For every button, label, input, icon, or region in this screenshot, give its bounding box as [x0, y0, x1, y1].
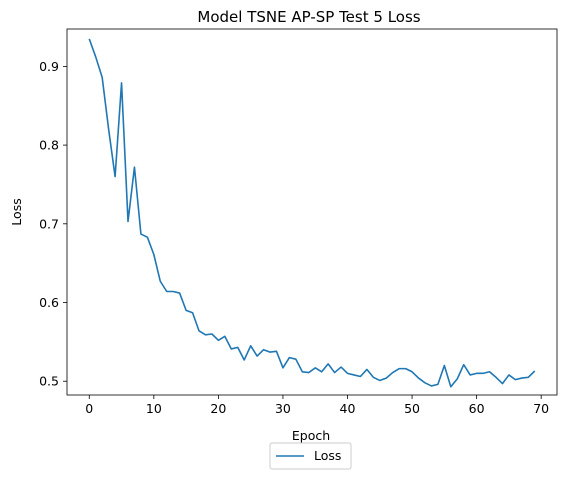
x-axis-ticks: 0 10 20 30 40 50 60 70	[85, 395, 549, 416]
x-tick-label: 0	[85, 401, 93, 416]
x-axis-label: Epoch	[292, 428, 330, 443]
y-tick-label: 0.6	[39, 295, 59, 310]
y-axis-ticks: 0.5 0.6 0.7 0.8 0.9	[39, 59, 67, 389]
x-tick-label: 60	[469, 401, 485, 416]
legend-label-loss: Loss	[314, 448, 341, 463]
y-tick-label: 0.9	[39, 59, 59, 74]
y-tick-label: 0.7	[39, 216, 59, 231]
y-axis-label: Loss	[9, 198, 24, 225]
series-line-loss	[88, 38, 536, 388]
x-tick-label: 10	[146, 401, 162, 416]
y-tick-label: 0.5	[39, 374, 59, 389]
y-tick-label: 0.8	[39, 138, 59, 153]
x-tick-label: 70	[533, 401, 549, 416]
x-tick-label: 30	[275, 401, 291, 416]
series-layer	[88, 38, 536, 388]
x-tick-label: 50	[404, 401, 420, 416]
legend: Loss	[269, 442, 352, 470]
chart-title: Model TSNE AP-SP Test 5 Loss	[197, 8, 420, 26]
legend-box	[269, 442, 352, 470]
x-tick-label: 20	[210, 401, 226, 416]
plot-area	[66, 28, 558, 396]
x-tick-label: 40	[340, 401, 356, 416]
